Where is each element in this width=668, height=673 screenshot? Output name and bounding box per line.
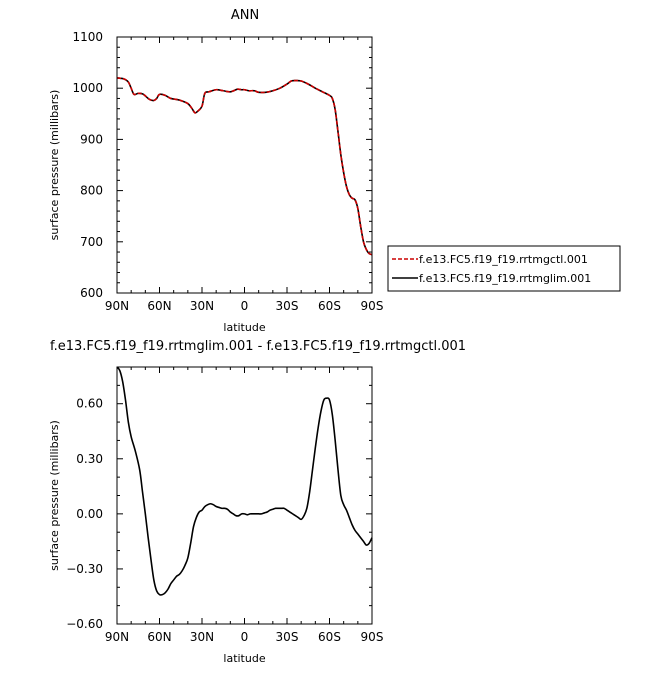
y-axis-label: surface pressure (millibars) — [48, 90, 61, 241]
x-tick-label: 60S — [318, 630, 341, 644]
x-tick-labels: 90N 60N 30N 0 30S 60S 90S — [105, 630, 384, 644]
x-tick-label: 0 — [241, 299, 249, 313]
y-tick-label: −0.30 — [66, 562, 103, 576]
y-tick-label: 800 — [80, 184, 103, 198]
x-tick-label: 60N — [147, 299, 171, 313]
y-tick-label: 1000 — [72, 81, 103, 95]
chart-title: f.e13.FC5.f19_f19.rrtmglim.001 - f.e13.F… — [50, 339, 466, 354]
x-tick-label: 90S — [361, 630, 384, 644]
x-axis-label: latitude — [223, 652, 265, 665]
series-line — [116, 77, 373, 256]
series-line — [116, 366, 373, 596]
y-axis-label: surface pressure (millibars) — [48, 420, 61, 571]
series-lines — [116, 77, 373, 256]
x-tick-label: 30S — [276, 630, 299, 644]
panel-mean-pressure: ANN 90N 60N 30N 0 30S 60S 90S 600 700 800 900 1000… — [48, 8, 621, 334]
legend-label-lim: f.e13.FC5.f19_f19.rrtmglim.001 — [419, 272, 591, 285]
y-tick-label: 0.60 — [76, 397, 103, 411]
x-axis-label: latitude — [223, 321, 265, 334]
y-tick-label: 700 — [80, 235, 103, 249]
x-tick-label: 30S — [276, 299, 299, 313]
tick-marks — [116, 36, 373, 294]
y-tick-labels: 600 700 800 900 1000 1100 — [72, 30, 103, 300]
plot-frame — [116, 36, 373, 294]
legend-label-ctl: f.e13.FC5.f19_f19.rrtmgctl.001 — [419, 253, 588, 266]
x-tick-labels: 90N 60N 30N 0 30S 60S 90S — [105, 299, 384, 313]
x-tick-label: 30N — [190, 299, 214, 313]
y-tick-label: 900 — [80, 132, 103, 146]
y-tick-label: 0.00 — [76, 507, 103, 521]
y-tick-labels: −0.60 −0.30 0.00 0.30 0.60 — [66, 397, 103, 631]
chart-title: ANN — [231, 8, 259, 23]
x-tick-label: 60N — [147, 630, 171, 644]
y-tick-label: 0.30 — [76, 452, 103, 466]
x-tick-label: 90S — [361, 299, 384, 313]
x-tick-label: 90N — [105, 630, 129, 644]
x-tick-label: 60S — [318, 299, 341, 313]
x-tick-label: 90N — [105, 299, 129, 313]
y-tick-label: 1100 — [72, 30, 103, 44]
x-tick-label: 30N — [190, 630, 214, 644]
panel-difference: f.e13.FC5.f19_f19.rrtmglim.001 - f.e13.F… — [48, 339, 466, 665]
y-tick-label: 600 — [80, 286, 103, 300]
series-lines — [116, 366, 373, 596]
x-tick-label: 0 — [241, 630, 249, 644]
legend: f.e13.FC5.f19_f19.rrtmgctl.001 f.e13.FC5… — [387, 245, 621, 292]
plot-frame — [116, 366, 373, 625]
legend-box — [387, 245, 621, 292]
y-tick-label: −0.60 — [66, 617, 103, 631]
